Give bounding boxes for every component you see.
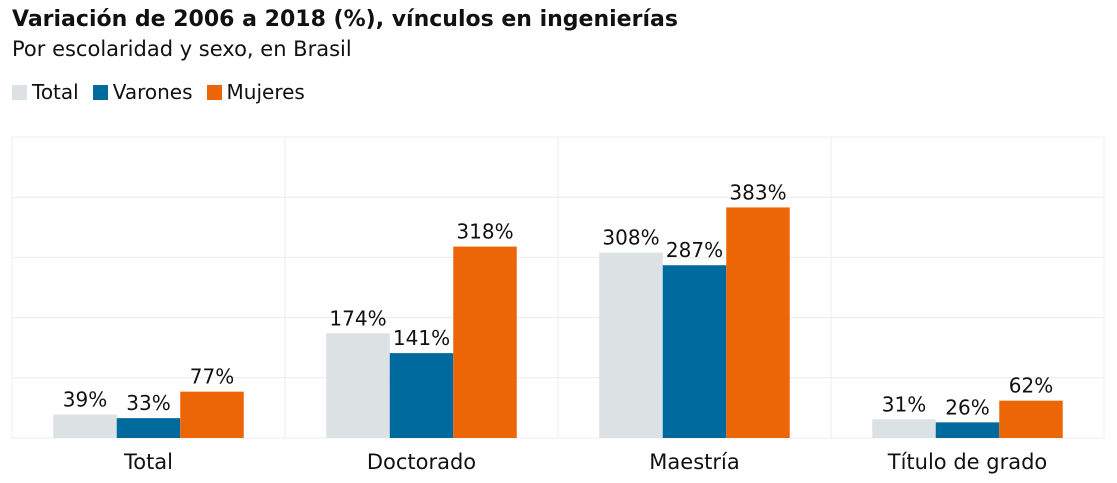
legend-item-varones: Varones xyxy=(92,80,193,104)
bar-varones xyxy=(662,265,727,438)
bar-mujeres xyxy=(726,207,790,438)
x-tick-label: Título de grado xyxy=(887,450,1048,474)
data-label-varones: 141% xyxy=(393,326,450,350)
bar-total xyxy=(53,414,117,438)
bar-varones xyxy=(935,422,1000,438)
data-label-varones: 26% xyxy=(945,395,989,419)
x-tick-label: Total xyxy=(123,450,173,474)
legend-item-mujeres: Mujeres xyxy=(206,80,305,104)
bar-total xyxy=(872,419,936,438)
chart-title: Variación de 2006 a 2018 (%), vínculos e… xyxy=(12,7,678,32)
bar-mujeres xyxy=(180,391,244,438)
legend-swatch-varones xyxy=(92,84,108,100)
bar-total xyxy=(326,333,390,438)
bar-mujeres xyxy=(453,246,517,438)
data-label-mujeres: 62% xyxy=(1009,374,1053,398)
legend-swatch-mujeres xyxy=(206,84,222,100)
bar-total xyxy=(599,252,663,438)
legend-swatch-total xyxy=(12,84,27,100)
legend-label-varones: Varones xyxy=(112,80,193,104)
legend-label-total: Total xyxy=(32,80,79,104)
data-label-total: 39% xyxy=(63,388,107,412)
data-label-mujeres: 383% xyxy=(729,180,786,204)
chart-subtitle: Por escolaridad y sexo, en Brasil xyxy=(12,37,352,61)
data-label-varones: 33% xyxy=(126,391,170,415)
x-tick-label: Doctorado xyxy=(367,450,476,474)
bar-mujeres xyxy=(999,400,1063,438)
legend-item-total: Total xyxy=(12,80,79,104)
data-label-total: 308% xyxy=(602,226,659,250)
legend-label-mujeres: Mujeres xyxy=(226,80,305,104)
data-label-total: 174% xyxy=(329,306,386,330)
bar-varones xyxy=(116,418,181,438)
data-label-mujeres: 318% xyxy=(456,220,513,244)
data-label-varones: 287% xyxy=(666,238,723,262)
x-tick-label: Maestría xyxy=(649,450,739,474)
data-label-mujeres: 77% xyxy=(190,365,234,389)
bar-varones xyxy=(389,353,454,438)
legend: Total Varones Mujeres xyxy=(12,80,319,104)
data-label-total: 31% xyxy=(882,392,926,416)
